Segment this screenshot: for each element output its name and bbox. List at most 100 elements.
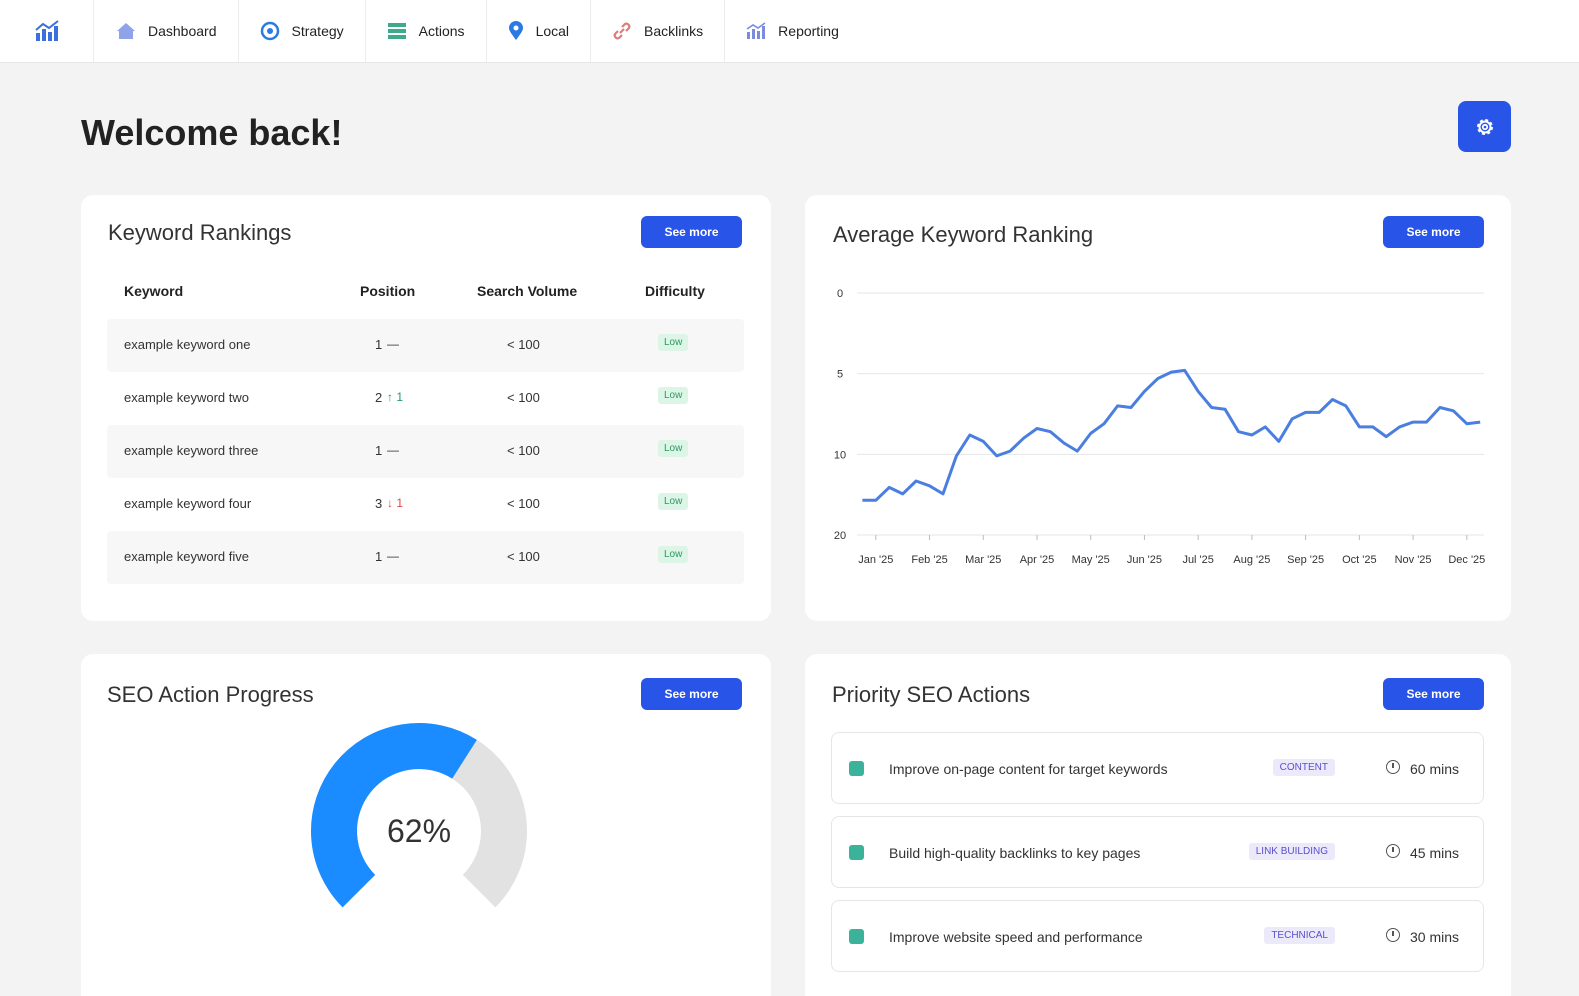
x-tick-label: Jul '25 (1182, 554, 1213, 566)
volume-cell: < 100 (507, 337, 540, 352)
column-header: Search Volume (477, 283, 578, 299)
nav-label: Backlinks (644, 23, 704, 39)
action-text: Improve website speed and performance (889, 929, 1143, 945)
volume-cell: < 100 (507, 443, 540, 458)
gauge-fill (311, 723, 477, 908)
priority-actions-card: Priority SEO Actions See more Improve on… (805, 654, 1511, 996)
top-nav: Dashboard Strategy Actions Local Backlin… (0, 0, 1579, 63)
difficulty-badge: Low (658, 493, 689, 510)
card-title: Priority SEO Actions (832, 682, 1031, 707)
nav-icon (613, 22, 631, 40)
card-title: Average Keyword Ranking (833, 222, 1094, 247)
checkbox[interactable] (849, 929, 864, 944)
keyword-cell: example keyword one (124, 337, 251, 352)
table-row: example keyword five 1 — < 100 Low (107, 531, 744, 584)
y-tick-label: 5 (837, 369, 843, 381)
see-more-button[interactable]: See more (1383, 678, 1484, 710)
x-tick-label: Dec '25 (1448, 554, 1485, 566)
table-row: example keyword two 2 ↑ 1 < 100 Low (107, 372, 744, 425)
settings-button[interactable] (1458, 101, 1511, 152)
logo[interactable] (0, 0, 93, 62)
line-chart: 0 5 10 20 Jan '25 Feb '25 Mar '25 Apr '25 May '2… (834, 288, 1485, 566)
nav-item[interactable]: Backlinks (590, 0, 724, 62)
nav-item[interactable]: Local (485, 0, 590, 62)
clock-icon (1386, 928, 1400, 942)
clock-icon (1386, 760, 1400, 774)
x-tick-label: Nov '25 (1395, 554, 1432, 566)
keyword-cell: example keyword three (124, 443, 259, 458)
nav-item[interactable]: Actions (364, 0, 486, 62)
gear-icon (1476, 118, 1493, 135)
nav-item[interactable]: Reporting (724, 0, 860, 62)
keyword-cell: example keyword two (124, 390, 249, 405)
x-tick-label: Oct '25 (1342, 554, 1377, 566)
nav-icon (260, 21, 279, 41)
position-cell: 2 (375, 390, 383, 405)
table-row: example keyword four 3 ↓ 1 < 100 Low (107, 478, 744, 531)
action-text: Build high-quality backlinks to key page… (889, 845, 1141, 861)
column-header: Keyword (124, 283, 184, 299)
position-change: — (387, 549, 399, 563)
checkbox[interactable] (849, 845, 864, 860)
action-tag: CONTENT (1272, 759, 1335, 776)
clock-hand (1392, 847, 1394, 852)
y-tick-label: 10 (834, 449, 846, 461)
keyword-cell: example keyword four (124, 496, 252, 511)
logo-icon (34, 20, 59, 41)
position-cell: 3 (375, 496, 383, 511)
welcome-heading: Welcome back! (81, 112, 343, 153)
position-change: ↓ 1 (387, 496, 404, 510)
see-more-button[interactable]: See more (641, 216, 742, 248)
position-cell: 1 (375, 337, 383, 352)
checkbox[interactable] (849, 761, 864, 776)
clock-hand (1392, 763, 1394, 768)
clock-icon (1386, 844, 1400, 858)
nav-item[interactable]: Dashboard (93, 0, 238, 62)
clock-hand (1392, 931, 1394, 936)
gauge-label: 62% (387, 813, 451, 849)
gauge-chart: 62% (311, 723, 527, 908)
nav-icon (117, 23, 135, 39)
nav-icon (746, 22, 766, 39)
action-item[interactable]: Improve website speed and performance TEC… (831, 900, 1484, 972)
see-more-button[interactable]: See more (641, 678, 742, 710)
position-cell: 1 (375, 443, 383, 458)
position-change: — (387, 337, 399, 351)
nav-label: Reporting (778, 23, 839, 39)
x-tick-label: Jun '25 (1127, 554, 1162, 566)
difficulty-badge: Low (658, 440, 689, 457)
y-tick-label: 20 (834, 530, 846, 542)
nav-icon (387, 23, 406, 39)
action-item[interactable]: Improve on-page content for target keywo… (831, 732, 1484, 804)
card-title: SEO Action Progress (107, 682, 314, 707)
card-title: Keyword Rankings (108, 220, 292, 245)
action-time: 30 mins (1410, 929, 1460, 945)
volume-cell: < 100 (507, 390, 540, 405)
position-cell: 1 (375, 549, 383, 564)
volume-cell: < 100 (507, 549, 540, 564)
see-more-button[interactable]: See more (1383, 216, 1484, 248)
nav-icon (508, 21, 523, 40)
action-item[interactable]: Build high-quality backlinks to key page… (831, 816, 1484, 888)
nav-label: Local (535, 23, 570, 39)
x-tick-label: Jan '25 (858, 554, 893, 566)
x-tick-label: Mar '25 (965, 554, 1001, 566)
nav-label: Dashboard (148, 23, 217, 39)
nav-item[interactable]: Strategy (237, 0, 365, 62)
x-tick-label: Apr '25 (1020, 554, 1055, 566)
table-row: example keyword three 1 — < 100 Low (107, 425, 744, 478)
nav-label: Strategy (291, 23, 344, 39)
x-tick-label: Feb '25 (911, 554, 947, 566)
action-time: 45 mins (1410, 845, 1460, 861)
action-text: Improve on-page content for target keywo… (889, 761, 1168, 777)
average-ranking-card: Average Keyword Ranking See more 0 5 10 20 J… (805, 195, 1511, 621)
column-header: Difficulty (645, 283, 705, 299)
keyword-rankings-card: Keyword Rankings See more Keyword Positi… (81, 195, 771, 621)
nav-label: Actions (418, 23, 465, 39)
position-change: — (387, 443, 399, 457)
action-time: 60 mins (1410, 761, 1460, 777)
volume-cell: < 100 (507, 496, 540, 511)
action-tag: TECHNICAL (1264, 927, 1335, 944)
x-tick-label: Sep '25 (1287, 554, 1324, 566)
